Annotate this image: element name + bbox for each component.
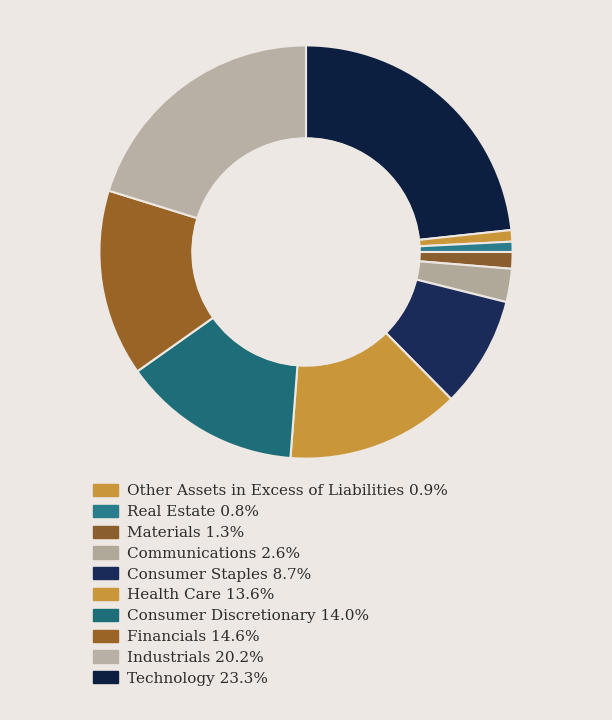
Wedge shape — [416, 261, 512, 302]
Wedge shape — [419, 252, 513, 269]
Circle shape — [192, 138, 420, 366]
Wedge shape — [419, 242, 513, 252]
Legend: Other Assets in Excess of Liabilities 0.9%, Real Estate 0.8%, Materials 1.3%, Co: Other Assets in Excess of Liabilities 0.… — [87, 478, 454, 692]
Wedge shape — [306, 45, 512, 240]
Wedge shape — [109, 45, 306, 218]
Wedge shape — [137, 318, 297, 458]
Wedge shape — [291, 333, 451, 459]
Wedge shape — [419, 230, 512, 246]
Wedge shape — [99, 191, 213, 372]
Wedge shape — [386, 279, 507, 399]
